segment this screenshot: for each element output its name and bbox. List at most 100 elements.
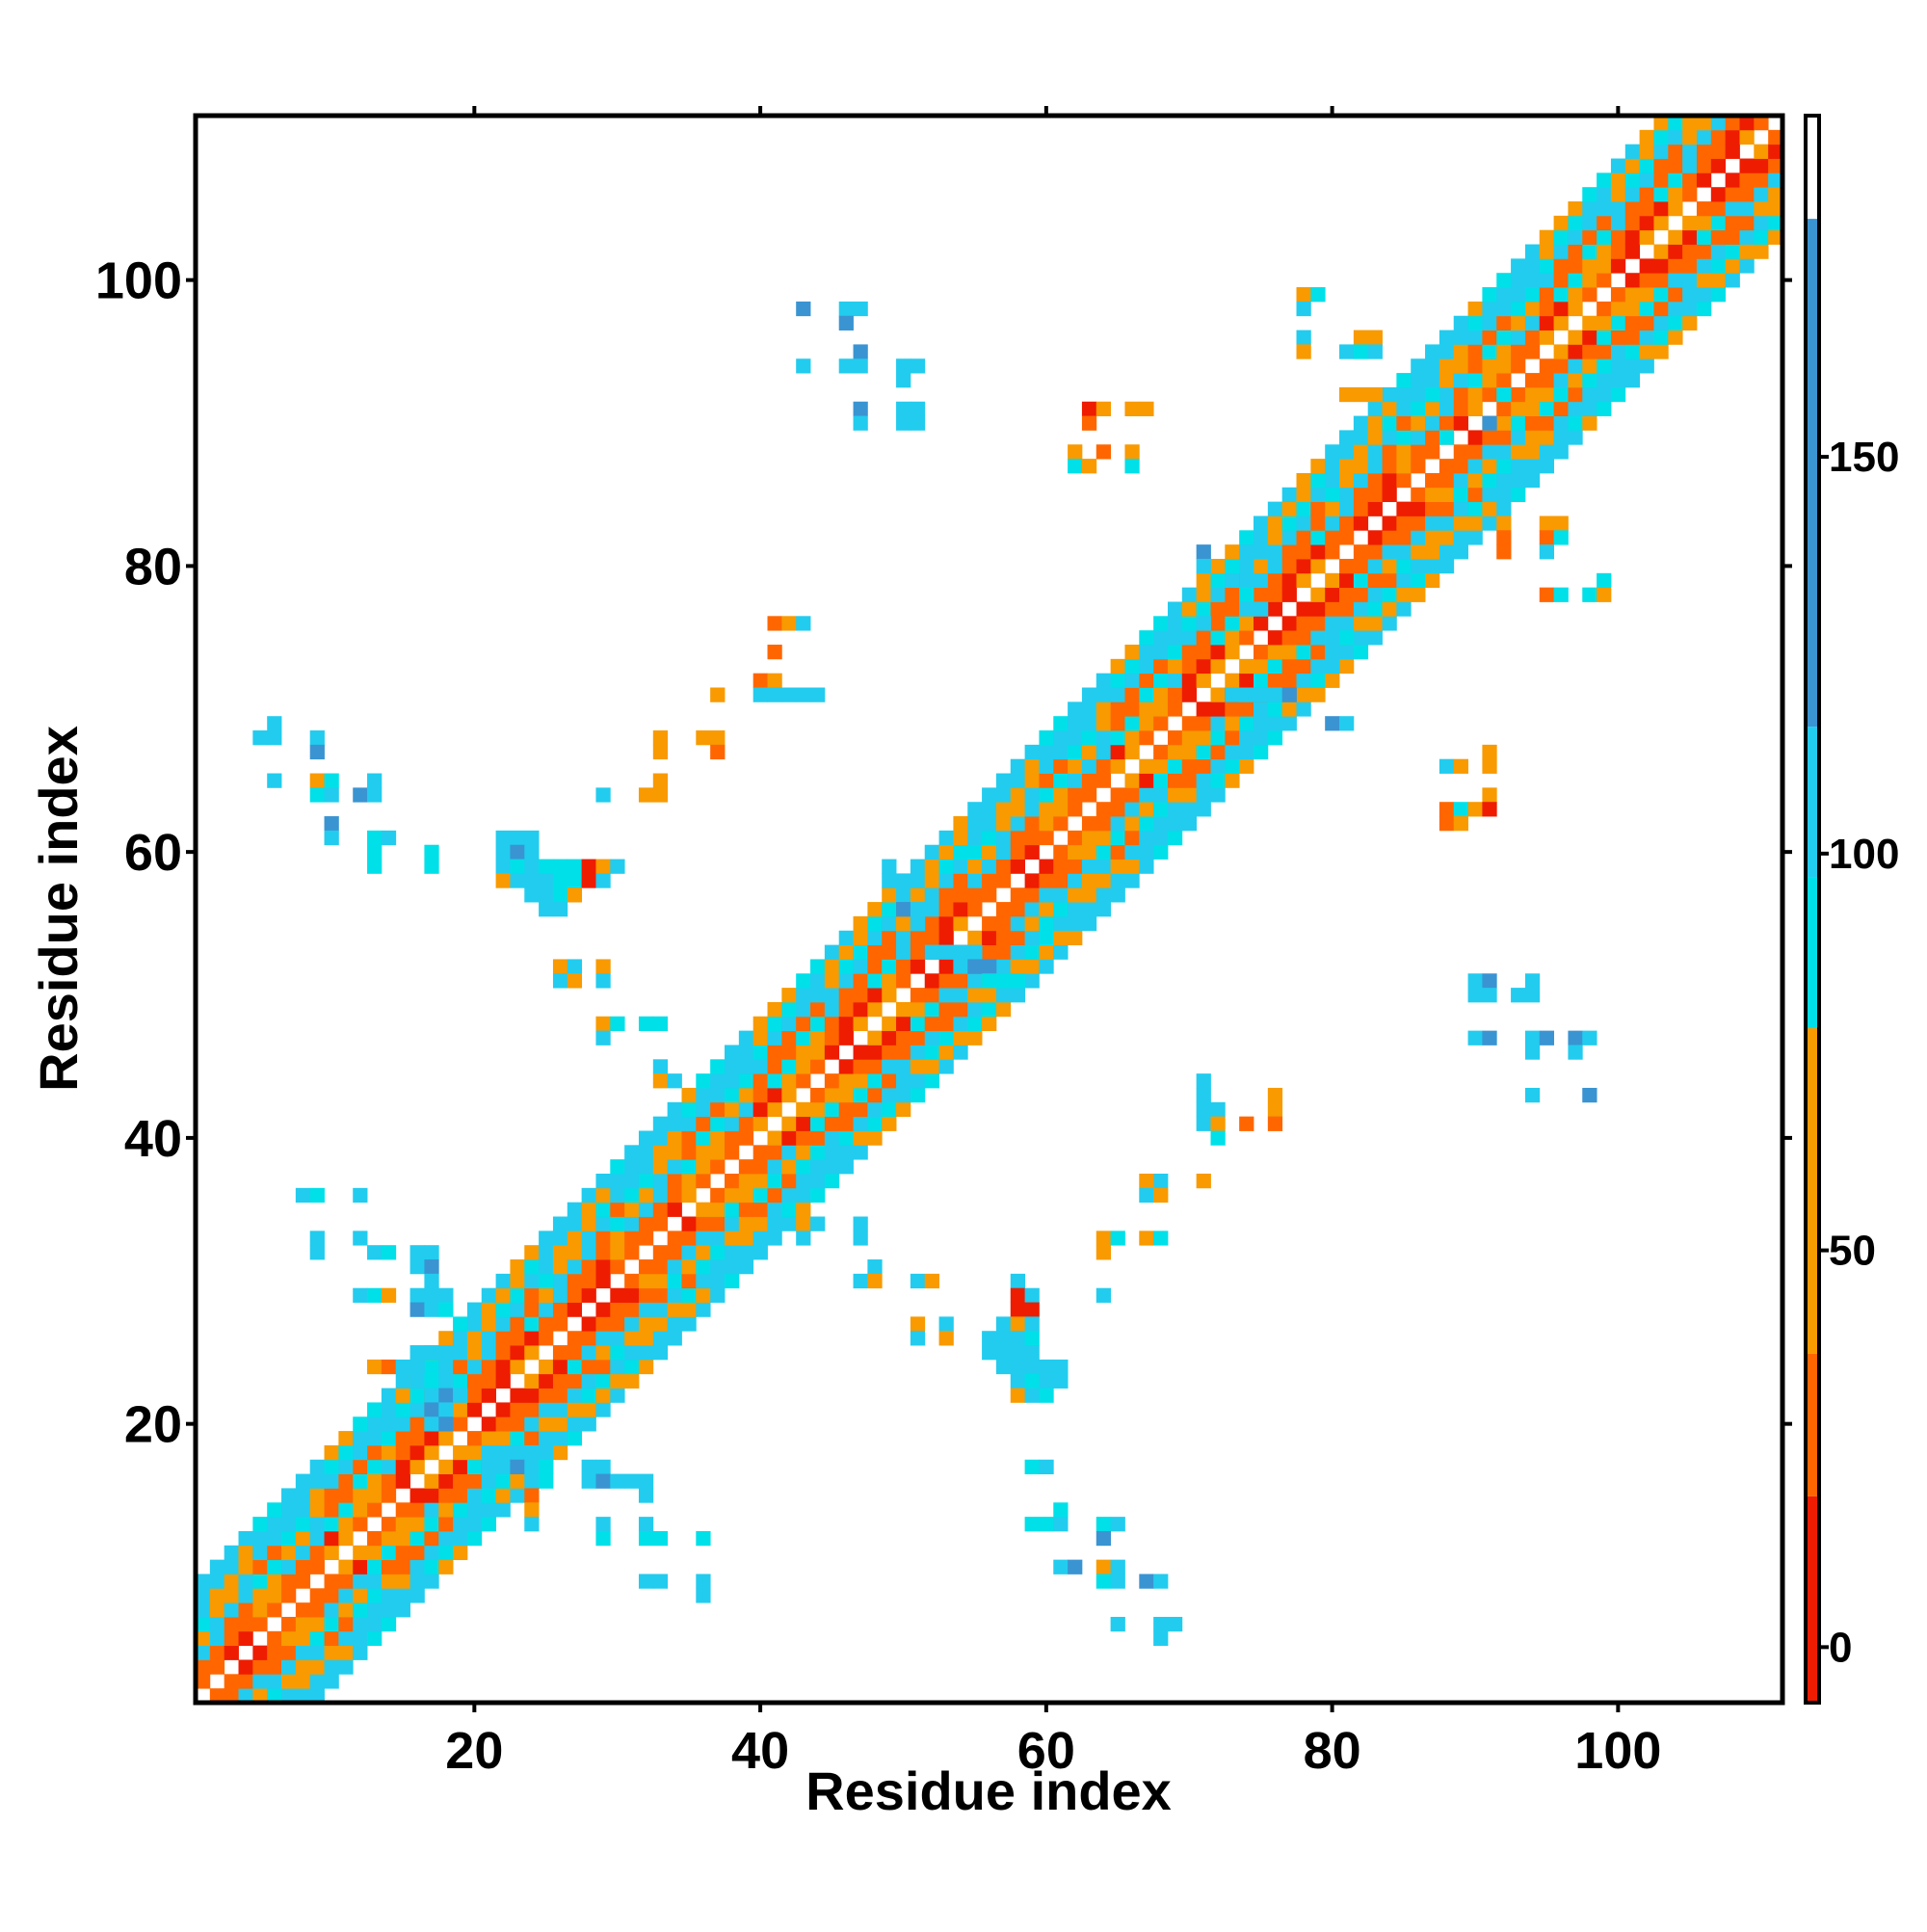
heatmap-cell — [967, 959, 983, 974]
heatmap-cell — [1339, 344, 1355, 359]
heatmap-cell — [924, 873, 939, 888]
heatmap-cell — [1367, 572, 1383, 589]
heatmap-cell — [353, 1616, 368, 1632]
heatmap-cell — [1382, 487, 1397, 503]
heatmap-cell — [466, 1488, 483, 1503]
heatmap-cell — [838, 944, 854, 960]
heatmap-cell — [1210, 658, 1226, 675]
heatmap-cell — [1225, 558, 1240, 574]
heatmap-cell — [1068, 859, 1083, 874]
heatmap-cell — [1768, 158, 1783, 173]
heatmap-cell — [638, 1316, 654, 1332]
heatmap-cell — [1339, 386, 1355, 403]
heatmap-cell — [767, 1073, 782, 1089]
heatmap-cell — [896, 401, 911, 416]
heatmap-cell — [1597, 301, 1612, 317]
heatmap-cell — [1382, 401, 1397, 416]
heatmap-cell — [1039, 773, 1054, 788]
heatmap-cell — [824, 1130, 840, 1146]
heatmap-cell — [581, 1388, 596, 1403]
heatmap-cell — [652, 1331, 669, 1346]
heatmap-cell — [610, 1331, 625, 1346]
heatmap-cell — [1039, 959, 1054, 974]
heatmap-cell — [752, 1045, 768, 1060]
heatmap-cell — [610, 1174, 625, 1189]
heatmap-cell — [910, 930, 926, 945]
heatmap-cell — [781, 1001, 797, 1018]
heatmap-cell — [552, 873, 568, 888]
heatmap-cell — [1411, 430, 1426, 445]
heatmap-cell — [1095, 802, 1112, 817]
heatmap-cell — [738, 1202, 754, 1217]
y-tick-label: 20 — [124, 1396, 182, 1454]
heatmap-cell — [1754, 158, 1769, 173]
heatmap-cell — [681, 1245, 697, 1260]
heatmap-cell — [595, 1331, 611, 1346]
heatmap-cell — [1024, 787, 1040, 803]
heatmap-cell — [867, 1059, 883, 1074]
heatmap-cell — [1225, 645, 1240, 660]
heatmap-cell — [1339, 459, 1355, 474]
heatmap-cell — [681, 1316, 697, 1332]
heatmap-cell — [1068, 701, 1083, 717]
heatmap-cell — [652, 1145, 669, 1160]
heatmap-cell — [1553, 587, 1569, 602]
heatmap-cell — [224, 1674, 239, 1689]
heatmap-cell — [1124, 730, 1140, 746]
heatmap-cell — [1524, 1087, 1541, 1103]
heatmap-cell — [1181, 730, 1198, 746]
heatmap-cell — [1553, 530, 1569, 545]
heatmap-cell — [938, 844, 954, 860]
heatmap-cell — [824, 1087, 840, 1103]
heatmap-cell — [1024, 758, 1040, 774]
heatmap-cell — [1496, 373, 1512, 388]
heatmap-cell — [1010, 1331, 1025, 1346]
heatmap-cell — [1196, 658, 1211, 675]
heatmap-cell — [910, 859, 926, 874]
heatmap-cell — [882, 944, 897, 960]
heatmap-cell — [309, 1473, 325, 1489]
heatmap-cell — [882, 959, 897, 974]
heatmap-cell — [1296, 630, 1311, 646]
heatmap-cell — [552, 1431, 568, 1446]
heatmap-cell — [1353, 501, 1369, 516]
heatmap-cell — [539, 1273, 554, 1289]
heatmap-cell — [938, 973, 954, 989]
heatmap-cell — [238, 1530, 253, 1547]
heatmap-cell — [353, 1517, 368, 1532]
heatmap-cell — [595, 1402, 611, 1417]
heatmap-cell — [938, 1316, 954, 1332]
heatmap-cell — [1281, 673, 1297, 688]
heatmap-cell — [696, 1231, 711, 1246]
heatmap-cell — [1139, 730, 1154, 746]
heatmap-cell — [324, 1574, 339, 1589]
heatmap-cell — [438, 1488, 454, 1503]
heatmap-cell — [252, 1674, 268, 1689]
heatmap-cell — [1325, 658, 1340, 675]
heatmap-cell — [238, 1574, 253, 1589]
heatmap-cell — [667, 1316, 682, 1332]
heatmap-cell — [481, 1316, 496, 1332]
heatmap-cell — [652, 1574, 669, 1589]
heatmap-cell — [453, 1331, 468, 1346]
heatmap-cell — [767, 1045, 782, 1060]
heatmap-cell — [1153, 844, 1169, 860]
heatmap-cell — [938, 988, 954, 1003]
heatmap-cell — [367, 773, 383, 788]
heatmap-cell — [938, 1001, 954, 1018]
heatmap-cell — [1524, 472, 1541, 489]
heatmap-cell — [767, 1145, 782, 1160]
heatmap-cell — [1267, 558, 1283, 574]
heatmap-cell — [982, 859, 997, 874]
heatmap-cell — [1396, 530, 1412, 545]
heatmap-cell — [1597, 315, 1612, 331]
heatmap-cell — [267, 716, 282, 731]
heatmap-cell — [1024, 959, 1040, 974]
heatmap-cell — [1439, 401, 1455, 416]
heatmap-cell — [810, 1159, 826, 1175]
heatmap-cell — [1524, 330, 1541, 345]
heatmap-cell — [1639, 201, 1654, 217]
heatmap-cell — [1225, 716, 1240, 731]
heatmap-cell — [1367, 415, 1383, 431]
heatmap-cell — [1110, 701, 1125, 717]
